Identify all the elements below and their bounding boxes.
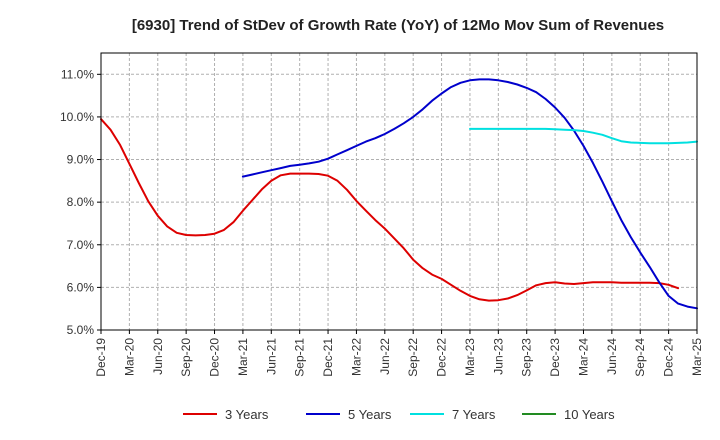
- x-tick-label: Mar-24: [576, 338, 590, 376]
- legend-label-5-years: 5 Years: [348, 407, 392, 422]
- x-tick-label: Mar-20: [122, 338, 136, 376]
- axes: 5.0% 6.0% 7.0% 8.0% 9.0% 10.0% 11.0% Dec-19 Mar-…: [60, 52, 704, 377]
- x-tick-label: Sep-24: [633, 338, 647, 377]
- y-tick-label: 8.0%: [67, 195, 95, 209]
- x-tick-label: Mar-22: [349, 338, 363, 376]
- plot-frame: [100, 52, 698, 331]
- y-tick-label: 11.0%: [61, 67, 94, 81]
- chart-title: [6930] Trend of StDev of Growth Rate (Yo…: [132, 17, 664, 34]
- series-lines: [100, 78, 698, 310]
- y-tick-label: 7.0%: [67, 238, 95, 252]
- legend-label-10-years: 10 Years: [564, 407, 615, 422]
- x-tick-label: Dec-24: [662, 338, 676, 377]
- x-tick-label: Dec-19: [94, 338, 108, 377]
- y-tick-label: 5.0%: [67, 323, 95, 337]
- series-line-5-years: [241, 78, 698, 310]
- series-line-3-years: [100, 118, 680, 302]
- x-tick-label: Jun-23: [491, 338, 505, 375]
- x-tick-label: Mar-23: [463, 338, 477, 376]
- x-tick-label: Dec-22: [435, 338, 449, 377]
- x-tick-label: Sep-20: [179, 338, 193, 377]
- x-tick-label: Jun-22: [378, 338, 392, 375]
- x-tick-label: Dec-23: [548, 338, 562, 377]
- y-tick-label: 6.0%: [67, 280, 95, 294]
- legend-label-3-years: 3 Years: [225, 407, 269, 422]
- x-tick-label: Dec-20: [208, 338, 222, 377]
- x-tick-label: Jun-20: [151, 338, 165, 375]
- x-tick-label: Jun-21: [264, 338, 278, 375]
- y-tick-label: 9.0%: [67, 153, 95, 167]
- x-tick-label: Sep-22: [406, 338, 420, 377]
- series-line-7-years: [469, 127, 698, 145]
- x-tick-label: Sep-21: [293, 338, 307, 377]
- x-tick-label: Sep-23: [520, 338, 534, 377]
- legend: 3 Years 5 Years 7 Years 10 Years: [183, 407, 615, 422]
- x-tick-label: Mar-25: [690, 338, 704, 376]
- x-tick-label: Mar-21: [236, 338, 250, 376]
- y-tick-label: 10.0%: [60, 110, 94, 124]
- x-tick-label: Jun-24: [605, 338, 619, 375]
- legend-label-7-years: 7 Years: [452, 407, 496, 422]
- x-tick-label: Dec-21: [321, 338, 335, 377]
